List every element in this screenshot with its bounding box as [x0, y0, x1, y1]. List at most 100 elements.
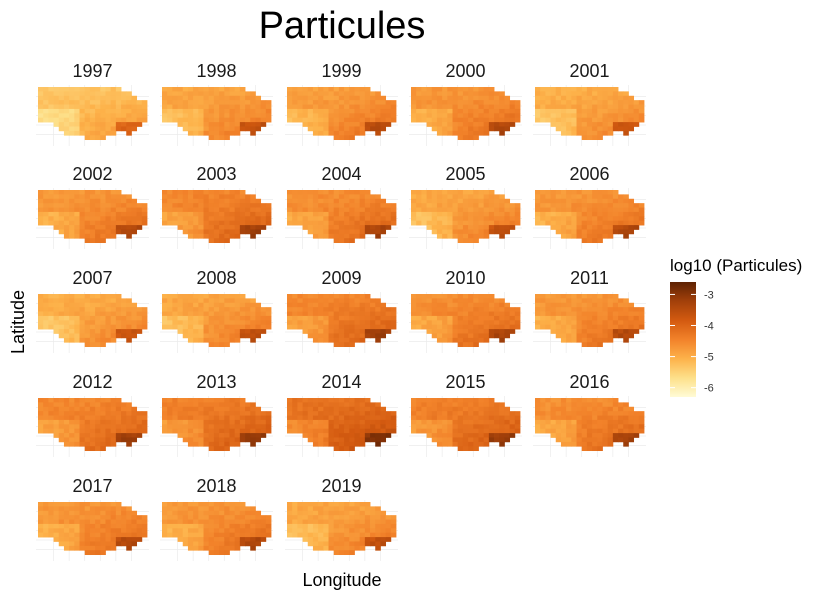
heatmap-cell: [297, 95, 303, 101]
heatmap-cell: [224, 108, 230, 114]
heatmap-cell: [581, 122, 588, 127]
heatmap-cell: [380, 100, 387, 105]
heatmap-cell: [623, 216, 629, 222]
heatmap-cell: [509, 104, 516, 110]
heatmap-cell: [483, 122, 490, 127]
heatmap-cell: [338, 446, 345, 452]
heatmap-cell: [416, 194, 422, 200]
heatmap-cell: [193, 411, 199, 416]
heatmap-cell: [95, 537, 101, 542]
heatmap-cell: [442, 307, 448, 312]
heatmap-cell: [307, 324, 314, 330]
heatmap-cell: [385, 108, 392, 114]
heatmap-cell: [229, 311, 236, 317]
heatmap-cell: [312, 415, 319, 421]
facet-label: 1997: [72, 61, 112, 81]
heatmap-cell: [509, 320, 516, 326]
heatmap-cell: [442, 411, 448, 416]
heatmap-cell: [312, 315, 319, 321]
heatmap-cell: [473, 342, 479, 348]
heatmap-cell: [79, 541, 86, 547]
heatmap-cell: [265, 419, 272, 425]
heatmap-cell: [375, 419, 381, 425]
heatmap-cell: [203, 337, 210, 343]
heatmap-cell: [612, 100, 619, 105]
heatmap-cell: [307, 415, 314, 421]
heatmap-cell: [105, 441, 112, 447]
heatmap-cell: [612, 333, 619, 339]
heatmap-cell: [287, 117, 293, 123]
heatmap-cell: [323, 194, 329, 200]
heatmap-cell: [560, 298, 567, 304]
heatmap-cell: [359, 433, 366, 438]
heatmap-cell: [540, 194, 546, 200]
heatmap-cell: [224, 220, 230, 226]
heatmap-cell: [607, 117, 614, 123]
heatmap-cell: [224, 211, 230, 217]
heatmap-cell: [172, 506, 178, 512]
heatmap-cell: [581, 104, 588, 110]
heatmap-cell: [504, 203, 511, 208]
heatmap-cell: [540, 315, 546, 321]
heatmap-cell: [328, 541, 335, 547]
heatmap-cell: [375, 337, 381, 343]
heatmap-cell: [323, 506, 329, 512]
heatmap-cell: [229, 537, 236, 542]
heatmap-cell: [328, 211, 335, 217]
heatmap-cell: [131, 411, 138, 416]
heatmap-cell: [602, 87, 609, 92]
heatmap-cell: [416, 203, 422, 208]
heatmap-cell: [612, 329, 619, 334]
heatmap-cell: [431, 411, 438, 416]
heatmap-cell: [287, 411, 293, 416]
heatmap-cell: [69, 87, 75, 92]
heatmap-cell: [307, 108, 314, 114]
heatmap-cell: [499, 229, 505, 235]
heatmap-cell: [95, 315, 101, 321]
heatmap-cell: [328, 91, 335, 97]
heatmap-cell: [89, 528, 96, 534]
heatmap-cell: [344, 545, 350, 551]
heatmap-cell: [375, 433, 381, 438]
heatmap-cell: [623, 315, 629, 321]
heatmap-cell: [380, 104, 387, 110]
heatmap-cell: [488, 113, 495, 119]
heatmap-cell: [182, 126, 189, 132]
heatmap-cell: [126, 298, 132, 304]
heatmap-cell: [333, 190, 340, 195]
heatmap-cell: [121, 220, 127, 226]
heatmap-cell: [105, 402, 112, 408]
heatmap-cell: [63, 320, 70, 326]
heatmap-cell: [494, 203, 500, 208]
heatmap-cell: [436, 194, 443, 200]
heatmap-cell: [344, 519, 350, 525]
heatmap-cell: [359, 298, 366, 304]
heatmap-cell: [182, 311, 189, 317]
heatmap-cell: [239, 411, 246, 416]
heatmap-cell: [426, 95, 433, 101]
heatmap-cell: [89, 122, 96, 127]
heatmap-cell: [302, 528, 309, 534]
heatmap-cell: [468, 298, 474, 304]
heatmap-cell: [131, 532, 138, 538]
heatmap-cell: [571, 216, 577, 222]
heatmap-cell: [323, 315, 329, 321]
heatmap-cell: [79, 532, 86, 538]
heatmap-cell: [555, 320, 562, 326]
heatmap-cell: [421, 428, 427, 434]
heatmap-cell: [571, 324, 577, 330]
heatmap-cell: [182, 510, 189, 516]
heatmap-cell: [566, 298, 572, 304]
heatmap-cell: [89, 532, 96, 538]
heatmap-cell: [586, 95, 593, 101]
heatmap-cell: [462, 424, 469, 430]
heatmap-cell: [105, 91, 112, 97]
heatmap-cell: [234, 441, 241, 447]
heatmap-cell: [586, 302, 593, 308]
heatmap-cell: [442, 333, 448, 339]
heatmap-cell: [203, 537, 210, 542]
heatmap-cell: [229, 324, 236, 330]
facet-panel: 2010: [409, 268, 522, 353]
heatmap-cell: [555, 411, 562, 416]
heatmap-cell: [110, 541, 117, 547]
